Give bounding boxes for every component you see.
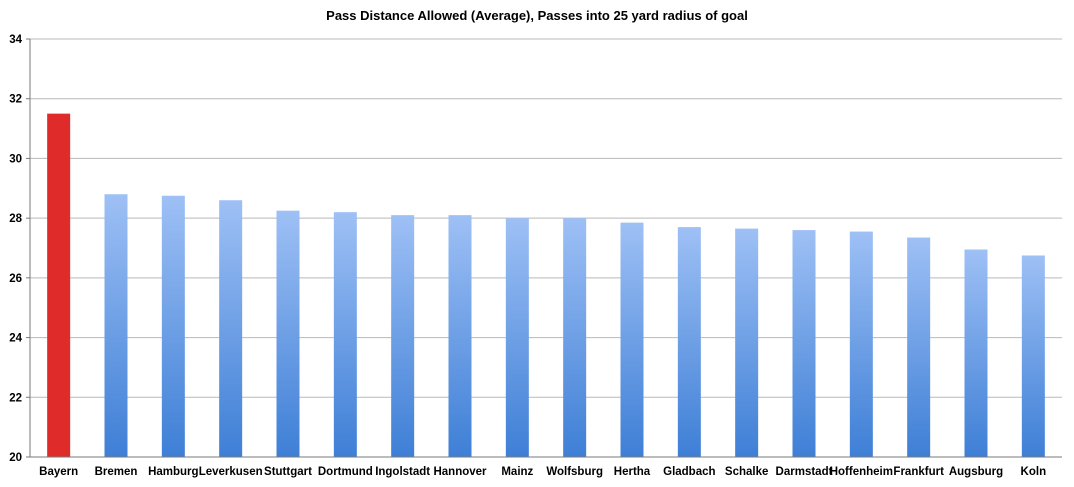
x-tick-label: Darmstadt [776,466,833,478]
chart-title: Pass Distance Allowed (Average), Passes … [326,8,748,23]
x-tick-label: Koln [1021,466,1047,478]
x-tick-label: Hannover [433,466,487,478]
bar-bayern [47,113,71,458]
x-tick-label: Wolfsburg [546,466,603,478]
y-tick-label: 20 [9,452,22,464]
x-tick-label: Ingolstadt [375,466,430,478]
gridlines [30,38,1062,398]
bar-hamburg [161,195,185,457]
bar-leverkusen [219,200,243,457]
x-tick-label: Gladbach [663,466,715,478]
bar-augsburg [964,249,988,457]
x-tick-label: Augsburg [949,466,1003,478]
bar-mainz [505,218,529,457]
x-axis-ticks: Bayern Bremen Hamburg Leverkusen Stuttgart Do… [39,466,1046,478]
x-tick-label: Mainz [501,466,533,478]
bar-gladbach [677,227,701,457]
y-tick-label: 28 [9,213,22,225]
x-tick-label: Hamburg [148,466,198,478]
x-tick-label: Stuttgart [264,466,312,478]
y-tick-label: 24 [9,333,22,345]
bar-wolfsburg [563,218,587,457]
bar-koln [1021,255,1045,457]
y-tick-label: 32 [9,94,22,106]
y-tick-label: 22 [9,392,22,404]
bar-hoffenheim [849,231,873,457]
y-tick-label: 34 [9,34,22,46]
x-tick-label: Bremen [95,466,138,478]
bar-stuttgart [276,210,300,457]
bar-hertha [620,222,644,457]
axes [29,39,1062,458]
bar-frankfurt [907,237,931,457]
x-tick-label: Frankfurt [893,466,944,478]
bar-hannover [448,215,472,457]
x-tick-label: Leverkusen [199,466,263,478]
bar-dortmund [333,212,357,457]
x-tick-label: Hertha [614,466,651,478]
bar-bremen [104,194,128,457]
bar-darmstadt [792,230,816,457]
x-tick-label: Hoffenheim [830,466,893,478]
x-tick-label: Schalke [725,466,768,478]
y-tick-label: 26 [9,273,22,285]
y-axis-ticks: 20 22 24 26 28 30 32 34 [9,34,30,464]
bar-ingolstadt [391,215,415,457]
x-tick-label: Dortmund [318,466,373,478]
x-tick-label: Bayern [39,466,78,478]
bars [47,113,1045,458]
y-tick-label: 30 [9,153,22,165]
bar-schalke [735,228,759,457]
